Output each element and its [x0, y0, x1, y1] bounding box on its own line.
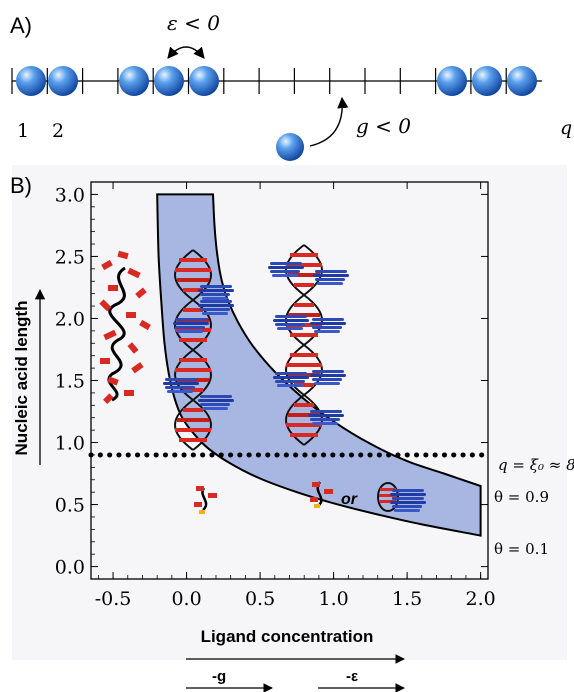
binding-transition-band [156, 193, 482, 537]
minus-g-label: -g [212, 668, 226, 685]
panel-a-label: A) [10, 13, 32, 38]
lattice-sites [11, 68, 507, 94]
or-label: or [341, 491, 358, 508]
bound-ligand-bead [154, 66, 184, 96]
panel-b: B) -0.5 0.0 0.5 1.0 1.5 2.0 0.0 0.5 1.0 1.5 2.0 2.5… [10, 165, 574, 660]
minus-epsilon-label: -ε [346, 668, 358, 685]
threshold-label: q = ξ₀ ≈ 8 [498, 456, 574, 474]
x-tick-label: 2.0 [466, 588, 496, 610]
g-label: g < 0 [356, 114, 411, 138]
site-index-1: 1 [17, 120, 29, 142]
x-tick-label: 1.5 [392, 588, 422, 610]
y-tick-label: 1.5 [55, 371, 85, 393]
y-tick-label: 0.5 [55, 495, 85, 517]
bound-ligand-bead [48, 66, 78, 96]
short-unbound-fragment-left [194, 486, 217, 514]
panel-b-label: B) [10, 173, 32, 198]
bound-ligand-beads [16, 66, 537, 96]
x-tick-label: 0.5 [245, 588, 275, 610]
bound-ligand-bead [119, 66, 149, 96]
epsilon-label: ε < 0 [167, 11, 220, 35]
short-bound-fragment [377, 482, 426, 512]
bound-ligand-bead [437, 66, 467, 96]
cooperativity-arrow [167, 46, 205, 59]
bound-ligand-bead [472, 66, 502, 96]
site-index-q: q [560, 117, 572, 139]
tick-labels: -0.5 0.0 0.5 1.0 1.5 2.0 0.0 0.5 1.0 1.5 2.0 2.5 3.0 [55, 184, 496, 610]
binding-arrow [309, 96, 349, 147]
bound-ligand-bead [16, 66, 46, 96]
axis-ticks [91, 182, 488, 579]
x-tick-label: 1.0 [319, 588, 349, 610]
y-tick-label: 3.0 [55, 184, 85, 206]
trend-arrows: -g -ε [186, 654, 405, 692]
x-tick-label: -0.5 [95, 588, 132, 610]
y-tick-label: 2.0 [55, 308, 85, 330]
y-tick-label: 1.0 [55, 433, 85, 455]
site-index-2: 2 [52, 120, 64, 142]
random-coil-nucleic-acid [99, 250, 151, 404]
y-tick-label: 2.5 [55, 246, 85, 268]
bound-ligand-bead [189, 66, 219, 96]
y-tick-label: 0.0 [55, 557, 85, 579]
short-unbound-fragment-right [310, 481, 333, 508]
theta-low-label: θ = 0.1 [494, 540, 549, 558]
theta-high-label: θ = 0.9 [494, 488, 549, 506]
x-tick-label: 0.0 [171, 588, 201, 610]
bound-ligand-bead [507, 66, 537, 96]
free-ligand-bead [276, 133, 304, 161]
y-axis-label: Nucleic acid length [12, 301, 31, 456]
x-axis-label: Ligand concentration [201, 627, 374, 646]
panel-a: A) ε < 0 g < 0 1 2 q [10, 11, 572, 161]
